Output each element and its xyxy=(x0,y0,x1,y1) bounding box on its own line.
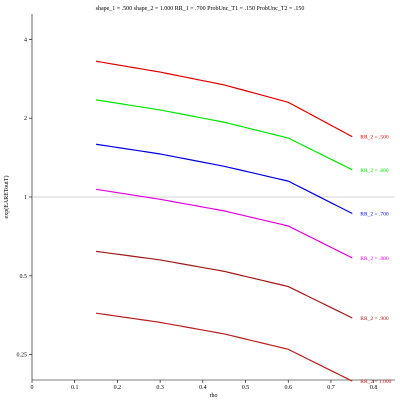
chart-title: shape_1 = .500 shape_2 = 1.000 RR_1 = .7… xyxy=(96,6,305,12)
x-tick-label: 0.6 xyxy=(284,385,292,391)
series-label-5: RR_2 = .900 xyxy=(360,316,389,322)
y-axis-title: exp(EAREToutT) xyxy=(3,176,10,219)
x-axis-ticks: 0 0.1 0.2 0.3 0.4 0.5 0.6 0.7 0.8 xyxy=(31,380,378,391)
series-line-4 xyxy=(95,188,353,259)
y-tick-label: 1 xyxy=(24,195,27,201)
y-tick-label: 0.5 xyxy=(20,274,28,280)
y-axis-ticks: 0.25 0.5 1 2 4 xyxy=(17,37,32,359)
x-tick-label: 0.4 xyxy=(199,385,207,391)
y-tick-label: 4 xyxy=(24,37,27,43)
series-label-6: RR_2 = 1.000 xyxy=(360,379,391,385)
x-tick-label: 0.5 xyxy=(242,385,250,391)
y-tick-label: 0.25 xyxy=(17,353,28,359)
series-lines xyxy=(95,60,353,382)
x-axis-title: rho xyxy=(210,393,218,399)
y-tick-label: 2 xyxy=(24,116,27,122)
x-tick-label: 0.2 xyxy=(114,385,122,391)
series-line-2 xyxy=(95,99,353,171)
series-label-2: RR_2 = .600 xyxy=(360,168,389,174)
series-label-3: RR_2 = .700 xyxy=(360,211,389,217)
series-line-6 xyxy=(95,312,353,382)
series-label-1: RR_2 = .500 xyxy=(360,135,389,141)
x-tick-label: 0.1 xyxy=(71,385,79,391)
x-tick-label: 0.8 xyxy=(370,385,378,391)
series-line-1 xyxy=(95,60,353,138)
x-tick-label: 0 xyxy=(31,385,34,391)
x-tick-label: 0.3 xyxy=(156,385,164,391)
series-line-3 xyxy=(95,143,353,215)
x-tick-label: 0.7 xyxy=(327,385,335,391)
series-labels: RR_2 = .500 RR_2 = .600 RR_2 = .700 RR_2 = … xyxy=(360,135,391,385)
series-line-5 xyxy=(95,250,353,319)
series-label-4: RR_2 = .800 xyxy=(360,256,389,262)
